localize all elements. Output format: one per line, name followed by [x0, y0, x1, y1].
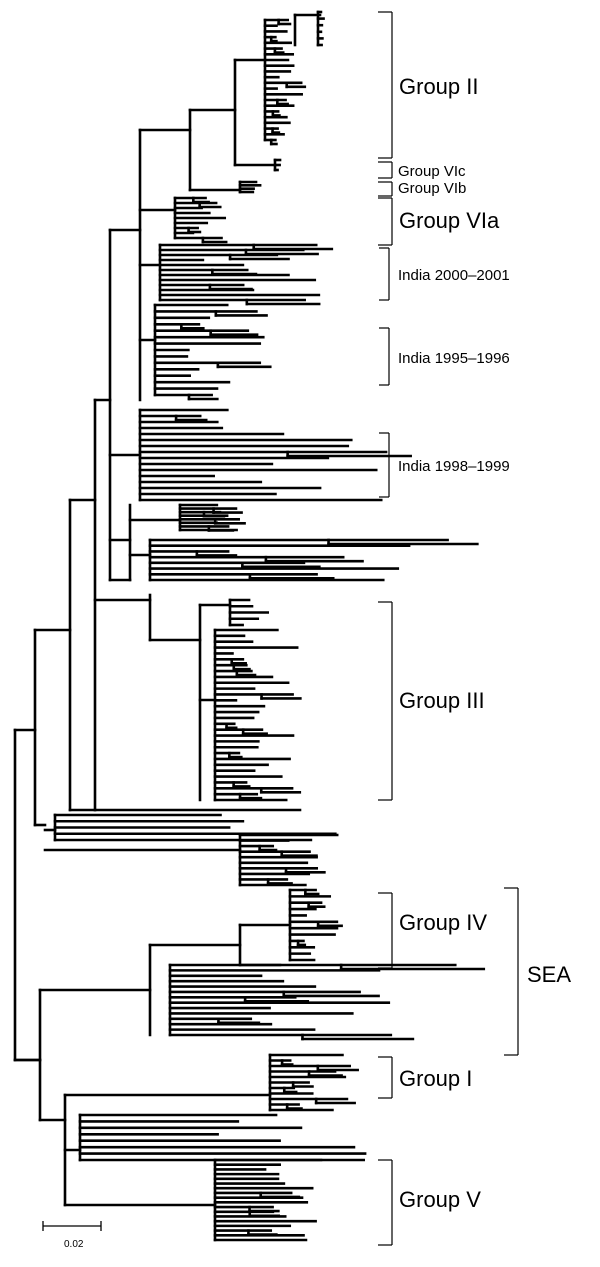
label-group-iv: Group IV: [399, 910, 487, 935]
label-group-via: Group VIa: [399, 208, 500, 233]
label-group-iii: Group III: [399, 688, 485, 713]
label-group-vic: Group VIc: [398, 163, 466, 180]
scale-bar-label: 0.02: [64, 1239, 84, 1250]
label-group-v: Group V: [399, 1187, 481, 1212]
label-group-ii: Group II: [399, 74, 478, 99]
label-group-i: Group I: [399, 1066, 472, 1091]
label-india-2000-2001: India 2000–2001: [398, 267, 510, 284]
tree-branches: [13, 10, 486, 1242]
scale-bar: 0.02: [42, 1221, 102, 1250]
label-india-1995-1996: India 1995–1996: [398, 350, 510, 367]
clade-brackets: [378, 11, 519, 1246]
label-sea: SEA: [527, 962, 571, 987]
label-group-vib: Group VIb: [398, 180, 466, 197]
label-india-1998-1999: India 1998–1999: [398, 458, 510, 475]
